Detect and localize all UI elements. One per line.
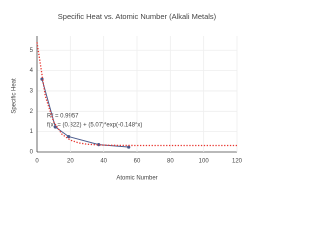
y-axis-title: Specific Heat [12, 78, 18, 114]
x-tick-label: 40 [100, 159, 107, 165]
y-tick-label: 1 [30, 129, 34, 135]
annotation: R² = 0.9957 [47, 114, 79, 120]
y-tick-label: 4 [30, 68, 34, 74]
x-tick-label: 120 [232, 159, 243, 165]
x-tick-label: 100 [199, 159, 210, 165]
x-tick-label: 20 [67, 159, 74, 165]
x-tick-label: 0 [35, 159, 39, 165]
x-axis-title: Atomic Number [116, 176, 157, 182]
y-tick-label: 2 [30, 109, 34, 115]
y-tick-label: 5 [30, 48, 34, 54]
data-point [67, 134, 71, 139]
chart-title: Specific Heat vs. Atomic Number (Alkali … [58, 12, 217, 21]
y-tick-label: 3 [30, 89, 34, 95]
x-tick-label: 80 [167, 159, 174, 165]
x-tick-label: 60 [134, 159, 141, 165]
chart: Specific Heat vs. Atomic Number (Alkali … [12, 12, 243, 182]
fit-line [36, 42, 237, 147]
y-tick-label: 0 [30, 150, 34, 156]
annotation: f(x) = (0.322) + (5.07)*exp(-0.148*x) [47, 123, 142, 129]
data-point [53, 125, 57, 129]
data-point [127, 145, 131, 149]
